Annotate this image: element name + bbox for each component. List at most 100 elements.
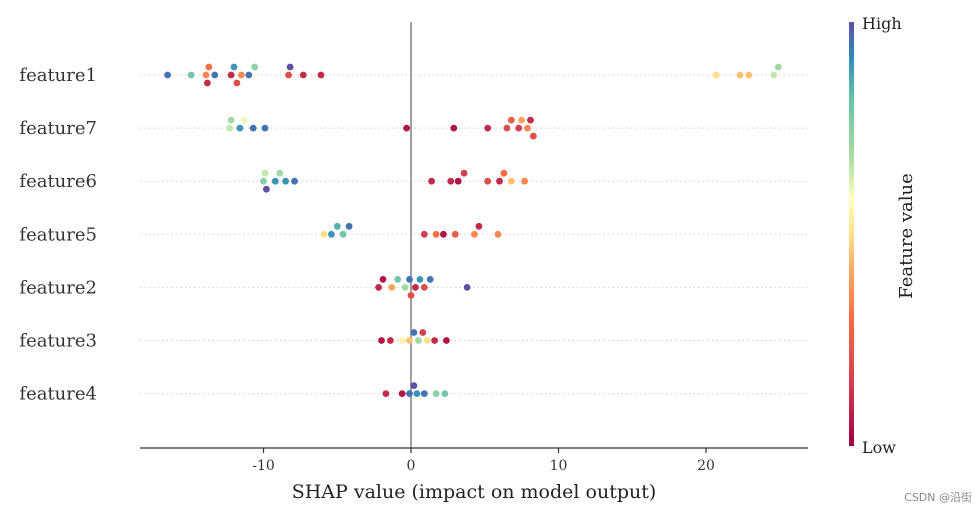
shap-point-feature1 <box>245 71 253 79</box>
shap-point-feature5 <box>475 222 483 230</box>
shap-point-feature4 <box>382 390 390 397</box>
shap-point-feature5 <box>345 222 353 230</box>
shap-point-feature3 <box>443 337 450 344</box>
shap-point-feature2 <box>388 284 396 291</box>
shap-point-feature2 <box>426 276 434 283</box>
shap-point-feature3 <box>410 329 418 336</box>
shap-point-feature3 <box>423 337 431 344</box>
shap-point-feature7 <box>484 124 492 132</box>
shap-point-feature6 <box>484 177 492 185</box>
shap-point-feature5 <box>339 230 347 238</box>
shap-point-feature1 <box>238 71 245 79</box>
shap-point-feature4 <box>406 390 413 397</box>
shap-point-feature2 <box>406 276 413 283</box>
shap-point-feature5 <box>432 230 440 238</box>
shap-point-feature2 <box>375 284 382 291</box>
shap-point-feature6 <box>263 185 270 193</box>
x-tick-label: -10 <box>252 458 275 474</box>
colorbar-title: Feature value <box>896 173 917 299</box>
shap-point-feature7 <box>226 124 234 132</box>
shap-point-feature4 <box>410 382 418 389</box>
shap-point-feature2 <box>401 284 409 291</box>
shap-point-feature6 <box>276 169 284 177</box>
shap-point-feature3 <box>431 337 438 344</box>
shap-point-feature1 <box>745 71 753 79</box>
feature-label-feature6: feature6 <box>19 171 97 192</box>
shap-point-feature1 <box>285 71 292 79</box>
shap-point-feature7 <box>249 124 257 132</box>
shap-point-feature2 <box>463 284 471 291</box>
feature-label-feature7: feature7 <box>19 118 97 139</box>
shap-point-feature3 <box>419 329 427 336</box>
shap-point-feature1 <box>774 63 782 71</box>
shap-point-feature5 <box>451 230 459 238</box>
shap-point-feature5 <box>494 230 502 238</box>
x-axis-title: SHAP value (impact on model output) <box>292 481 657 503</box>
feature-label-feature1: feature1 <box>19 65 97 86</box>
shap-point-feature6 <box>291 177 298 185</box>
shap-point-feature7 <box>507 116 515 124</box>
shap-point-feature3 <box>398 337 406 344</box>
shap-point-feature2 <box>412 284 419 291</box>
shap-point-feature7 <box>530 132 537 140</box>
shap-point-feature7 <box>515 124 523 132</box>
shap-point-feature1 <box>317 71 325 79</box>
shap-point-feature6 <box>454 177 462 185</box>
shap-point-feature4 <box>441 390 449 397</box>
shap-point-feature1 <box>736 71 744 79</box>
shap-point-feature1 <box>205 63 213 71</box>
shap-point-feature7 <box>450 124 458 132</box>
shap-point-feature1 <box>164 71 172 79</box>
feature-label-feature4: feature4 <box>19 384 97 405</box>
shap-point-feature6 <box>521 177 528 185</box>
feature-label-feature3: feature3 <box>19 331 97 352</box>
shap-point-feature1 <box>286 63 294 71</box>
shap-point-feature7 <box>240 116 248 124</box>
shap-point-feature6 <box>261 169 269 177</box>
colorbar-high-label: High <box>862 14 902 33</box>
shap-point-feature1 <box>233 79 241 87</box>
x-tick-label: 10 <box>550 458 568 474</box>
shap-point-feature1 <box>230 63 238 71</box>
shap-point-feature6 <box>428 177 435 185</box>
shap-point-feature4 <box>420 390 428 397</box>
shap-point-feature3 <box>387 337 394 344</box>
shap-point-feature7 <box>518 116 525 124</box>
colorbar <box>849 22 854 446</box>
shap-point-feature5 <box>328 230 335 238</box>
shap-point-feature2 <box>420 284 428 291</box>
watermark: CSDN @沿街 <box>904 491 972 504</box>
shap-point-feature7 <box>524 124 531 132</box>
feature-label-feature5: feature5 <box>19 224 97 245</box>
shap-point-feature5 <box>320 230 328 238</box>
shap-point-feature2 <box>416 276 424 283</box>
shap-point-feature7 <box>236 124 244 132</box>
shap-point-feature5 <box>440 230 447 238</box>
shap-point-feature1 <box>227 71 235 79</box>
shap-point-feature2 <box>379 276 387 283</box>
colorbar-low-label: Low <box>862 438 896 457</box>
shap-point-feature7 <box>527 116 534 124</box>
shap-point-feature6 <box>282 177 289 185</box>
shap-point-feature5 <box>420 230 428 238</box>
shap-point-feature1 <box>770 71 778 79</box>
shap-point-feature6 <box>260 177 267 185</box>
shap-point-feature3 <box>415 337 422 344</box>
shap-point-feature1 <box>251 63 259 71</box>
shap-point-feature1 <box>187 71 195 79</box>
shap-point-feature5 <box>471 230 478 238</box>
shap-point-feature7 <box>503 124 511 132</box>
shap-point-feature6 <box>460 169 468 177</box>
shap-point-feature3 <box>406 337 413 344</box>
shap-point-feature2 <box>407 292 415 299</box>
shap-point-feature1 <box>299 71 307 79</box>
shap-point-feature1 <box>204 79 211 87</box>
shap-point-feature7 <box>227 116 235 124</box>
x-tick-label: 0 <box>407 458 416 474</box>
shap-point-feature6 <box>271 177 279 185</box>
shap-point-feature6 <box>500 169 508 177</box>
shap-point-feature7 <box>403 124 410 132</box>
shap-point-feature6 <box>496 177 503 185</box>
shap-point-feature4 <box>413 390 421 397</box>
